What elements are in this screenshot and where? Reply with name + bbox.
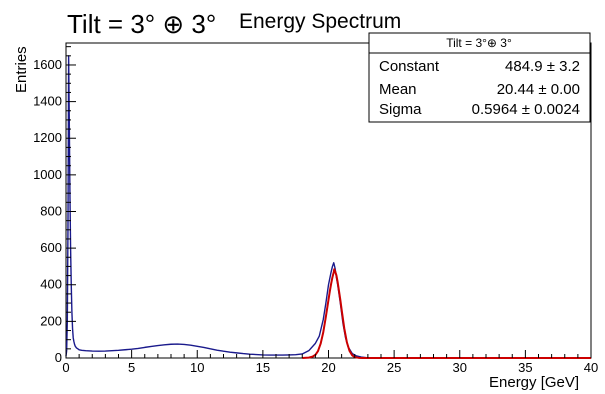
stats-value-sigma: 0.5964 ± 0.0024 xyxy=(472,101,580,118)
stats-value-mean: 20.44 ± 0.00 xyxy=(497,81,580,98)
y-tick-label: 1000 xyxy=(33,167,62,182)
stats-label-constant: Constant xyxy=(379,58,440,75)
y-tick-label: 0 xyxy=(55,350,62,365)
y-tick-label: 1600 xyxy=(33,57,62,72)
y-tick-label: 1200 xyxy=(33,130,62,145)
x-tick-label: 35 xyxy=(518,360,532,375)
x-tick-label: 5 xyxy=(128,360,135,375)
y-tick-label: 200 xyxy=(40,313,62,328)
x-tick-label: 20 xyxy=(321,360,335,375)
stats-label-mean: Mean xyxy=(379,81,417,98)
x-tick-label: 25 xyxy=(387,360,401,375)
plot-area: 0 5 10 15 20 25 30 35 40020040060080010001200140… xyxy=(33,42,598,375)
x-tick-label: 40 xyxy=(584,360,598,375)
stats-value-constant: 484.9 ± 3.2 xyxy=(505,58,580,75)
stats-box-header: Tilt = 3°⊕ 3° xyxy=(446,36,512,50)
fit-stats-box: Tilt = 3°⊕ 3° Constant 484.9 ± 3.2 Mean … xyxy=(368,32,591,123)
x-tick-label: 0 xyxy=(62,360,69,375)
chart-title: Energy Spectrum xyxy=(239,10,401,33)
x-tick-label: 15 xyxy=(256,360,270,375)
y-tick-label: 1400 xyxy=(33,94,62,109)
stats-label-sigma: Sigma xyxy=(379,101,422,118)
stats-box-frame xyxy=(368,32,591,123)
y-axis-title: Entries xyxy=(13,46,30,93)
x-tick-label: 30 xyxy=(453,360,467,375)
x-tick-label: 10 xyxy=(190,360,204,375)
overlay-title: Tilt = 3° ⊕ 3° xyxy=(67,9,216,39)
ticks-layer: 0 5 10 15 20 25 30 35 40020040060080010001200140… xyxy=(33,46,598,375)
y-tick-label: 400 xyxy=(40,277,62,292)
x-axis-title: Energy [GeV] xyxy=(489,374,579,391)
y-tick-label: 600 xyxy=(40,240,62,255)
y-tick-label: 800 xyxy=(40,203,62,218)
